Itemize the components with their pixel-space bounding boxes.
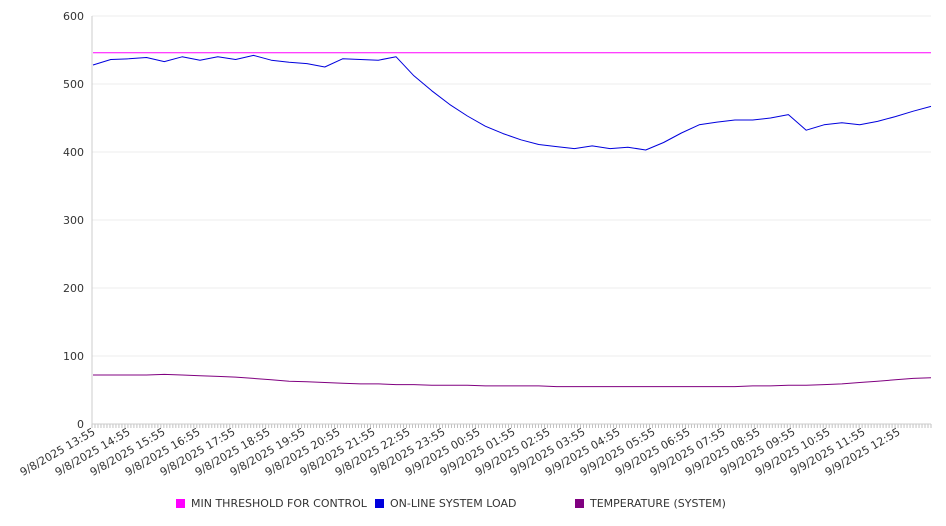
series-line-temperature-system (93, 373, 932, 388)
y-tick-label: 100 (63, 350, 84, 363)
legend: MIN THRESHOLD FOR CONTROL ON-LINE SYSTEM… (0, 497, 946, 517)
y-tick-label: 600 (63, 10, 84, 23)
legend-swatch-temperature-system (575, 499, 584, 508)
legend-label-min-threshold: MIN THRESHOLD FOR CONTROL (191, 497, 367, 510)
x-axis-ticks: 9/8/2025 13:559/8/2025 14:559/8/2025 15:… (18, 424, 932, 479)
legend-item-online-system-load[interactable]: ON-LINE SYSTEM LOAD (375, 497, 516, 510)
y-axis-ticks: 0 100 200 300 400 500 600 (63, 10, 84, 431)
y-tick-label: 400 (63, 146, 84, 159)
series-lines (92, 52, 932, 388)
y-tick-label: 300 (63, 214, 84, 227)
legend-label-online-system-load: ON-LINE SYSTEM LOAD (390, 497, 517, 510)
legend-swatch-min-threshold (176, 499, 185, 508)
legend-item-min-threshold[interactable]: MIN THRESHOLD FOR CONTROL (176, 497, 367, 510)
y-tick-label: 0 (77, 418, 84, 431)
legend-label-temperature-system: TEMPERATURE (SYSTEM) (590, 497, 726, 510)
legend-item-temperature-system[interactable]: TEMPERATURE (SYSTEM) (575, 497, 726, 510)
y-tick-label: 500 (63, 78, 84, 91)
y-tick-label: 200 (63, 282, 84, 295)
grid-lines (92, 15, 931, 357)
series-line-online-system-load (92, 54, 932, 151)
legend-swatch-online-system-load (375, 499, 384, 508)
